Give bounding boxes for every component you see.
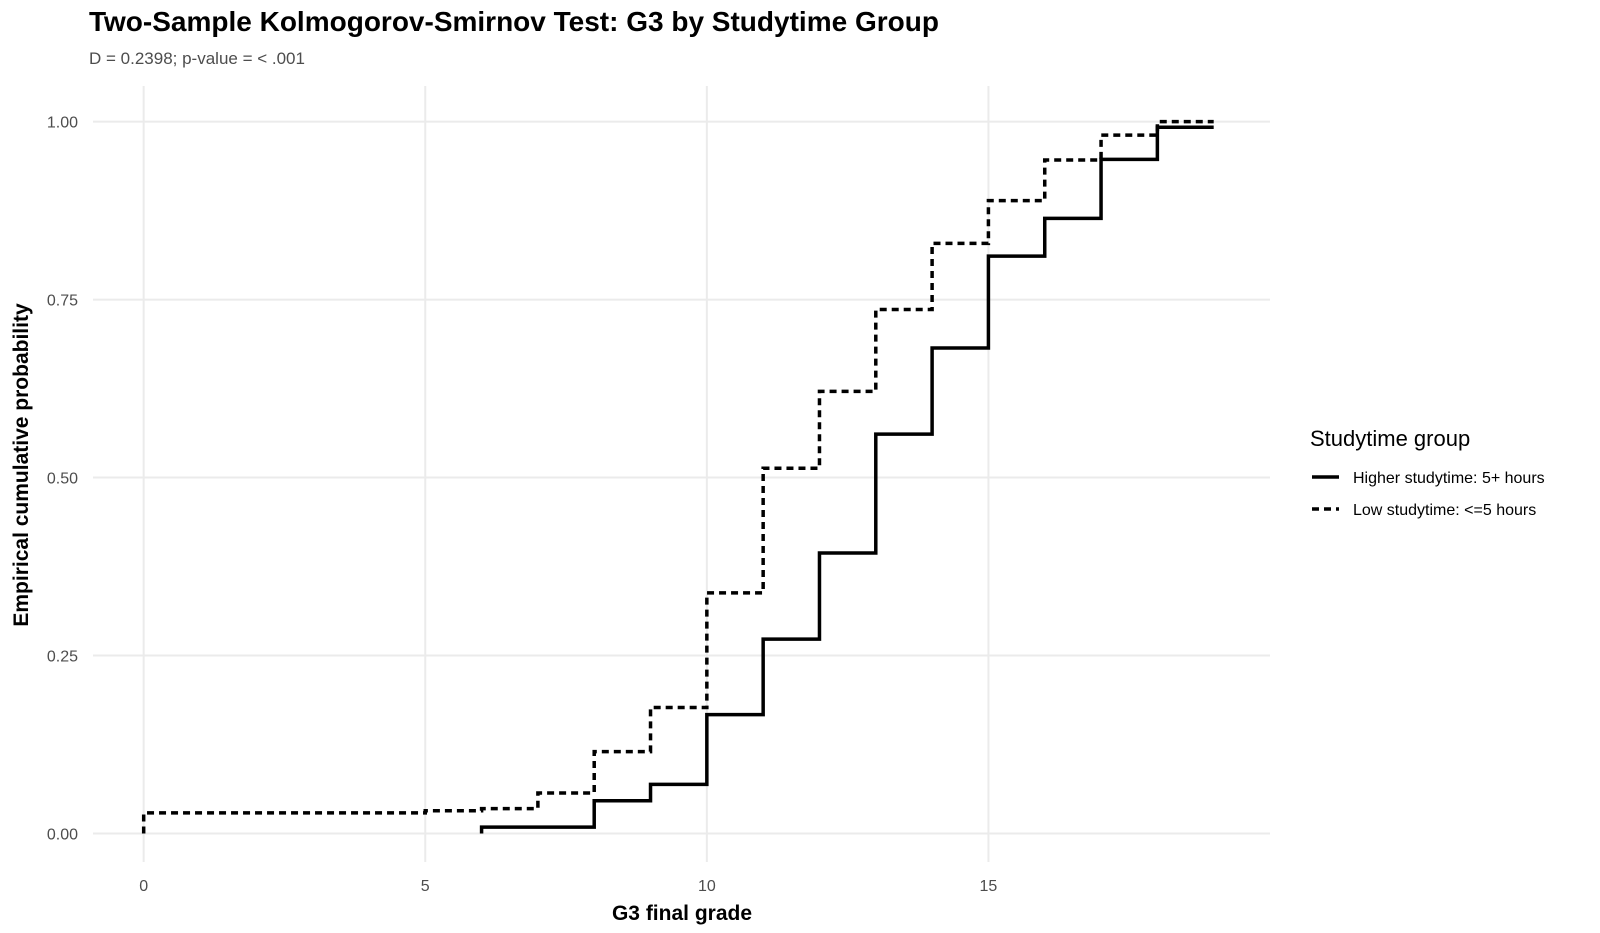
grid-layer <box>93 86 1270 862</box>
x-axis-title: G3 final grade <box>612 902 752 925</box>
legend: Studytime group Higher studytime: 5+ hou… <box>1310 426 1545 519</box>
legend-label-higher-studytime: Higher studytime: 5+ hours <box>1353 470 1545 487</box>
legend-label-low-studytime: Low studytime: <=5 hours <box>1353 502 1536 519</box>
ecdf-line-low-studytime <box>141 119 1214 834</box>
y-tick-label: 0.50 <box>47 471 78 488</box>
x-tick-label: 15 <box>980 878 998 895</box>
chart-title: Two-Sample Kolmogorov-Smirnov Test: G3 b… <box>89 6 939 37</box>
y-tick-label: 0.25 <box>47 649 78 666</box>
series-layer <box>141 119 1214 834</box>
chart-subtitle: D = 0.2398; p-value = < .001 <box>89 49 305 68</box>
y-tick-label: 0.75 <box>47 293 78 310</box>
x-tick-label: 0 <box>139 878 148 895</box>
x-tick-label: 5 <box>421 878 430 895</box>
y-tick-label: 0.00 <box>47 827 78 844</box>
y-tick-label: 1.00 <box>47 115 78 132</box>
legend-title: Studytime group <box>1310 426 1470 451</box>
tick-layer: 0 5 10 15 0.00 0.25 0.50 0.75 1.00 <box>47 115 998 895</box>
y-axis-title: Empirical cumulative probability <box>10 303 33 627</box>
ecdf-line-higher-studytime <box>479 125 1214 834</box>
x-tick-label: 10 <box>698 878 716 895</box>
